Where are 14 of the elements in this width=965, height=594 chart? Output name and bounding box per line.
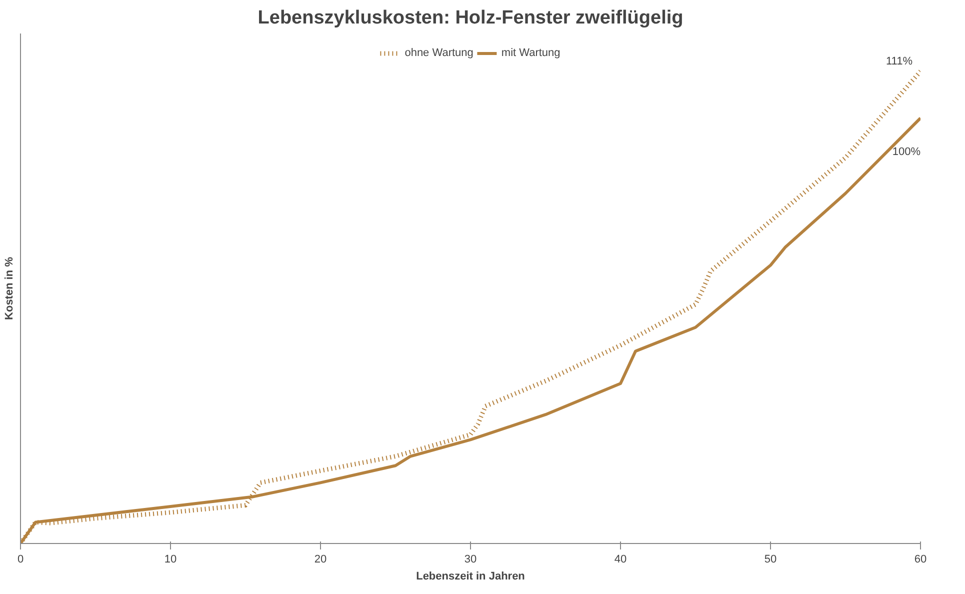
x-tick-label: 40 [614,554,627,566]
chart-title: Lebenszykluskosten: Holz-Fenster zweiflügelig [258,8,684,28]
x-tick-label: 60 [914,554,927,566]
y-axis-title: Kosten in % [4,256,16,320]
x-tick-label: 50 [764,554,777,566]
data-label: 111% [886,55,913,68]
x-tick-label: 10 [164,554,177,566]
x-tick-label: 20 [314,554,327,566]
x-tick-label: 30 [464,554,477,566]
legend-label: ohne Wartung [404,47,474,59]
data-label: 100% [892,146,921,158]
x-axis-title: Lebenszeit in Jahren [416,570,526,582]
legend-label: mit Wartung [501,47,560,59]
x-tick-label: 0 [17,554,24,566]
